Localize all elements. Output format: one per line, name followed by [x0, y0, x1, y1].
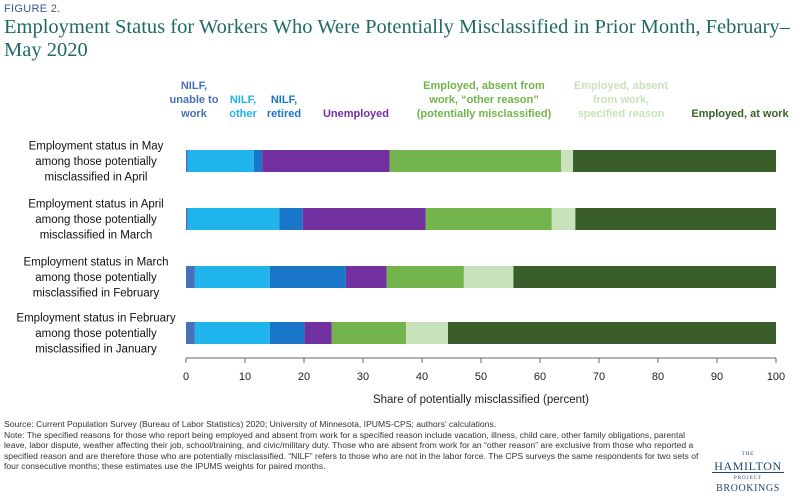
legend-entry-line: work, “other reason” — [428, 94, 538, 106]
logo-the: THE — [741, 452, 755, 457]
legend-entry-5: Employed, absent from work, “other reason… — [417, 80, 552, 120]
bar-segment-row4-series7 — [447, 322, 776, 344]
bar-segment-row3-series6 — [463, 266, 514, 288]
legend-entry-line: Unemployed — [323, 108, 389, 120]
legend-entry-line: specified reason — [578, 108, 665, 120]
bar-segment-row2-series3 — [279, 208, 303, 230]
bar-segment-row3-series1 — [186, 266, 195, 288]
source-note: Source: Current Population Survey (Burea… — [4, 419, 497, 429]
legend-entry-6: Employed, absent from work, specified reas… — [574, 80, 668, 120]
bar-segment-row2-series7 — [575, 208, 776, 230]
category-label-line: Employment status in February — [16, 313, 175, 325]
legend-entry-line: from work, — [593, 94, 649, 106]
x-tick-label-10: 10 — [239, 371, 251, 383]
x-tick-label-0: 0 — [183, 371, 189, 383]
bar-segment-row2-series2 — [187, 208, 280, 230]
category-label-line: misclassified in March — [40, 230, 152, 242]
category-label-3: Employment status in March among those po… — [23, 257, 168, 300]
legend-entry-line: other — [229, 108, 257, 120]
bar-segment-row4-series5 — [331, 322, 407, 344]
x-tick-label-80: 80 — [652, 371, 664, 383]
legend: NILF, unable to work NILF, other NILF, retired… — [170, 80, 790, 120]
legend-entry-3: NILF, retired — [267, 94, 301, 120]
hamilton-brookings-logo: THE HAMILTON PROJECT BROOKINGS — [706, 452, 790, 494]
bar-segment-row1-series5 — [389, 150, 562, 172]
category-labels: Employment status in May among those pote… — [16, 141, 175, 356]
legend-entry-line: Employed, absent — [574, 80, 668, 92]
category-label-line: misclassified in April — [45, 172, 148, 184]
category-label-1: Employment status in May among those pote… — [29, 141, 164, 184]
bar-segment-row1-series1 — [186, 150, 188, 172]
x-tick-label-60: 60 — [534, 371, 546, 383]
category-label-line: misclassified in February — [33, 288, 160, 300]
bar-segment-row2-series6 — [551, 208, 576, 230]
logo-project: PROJECT — [733, 476, 763, 481]
logo-brookings: BROOKINGS — [716, 483, 780, 494]
category-label-line: Employment status in March — [23, 257, 168, 269]
bar-segment-row4-series6 — [406, 322, 448, 344]
stacked-bar-chart: NILF, unable to work NILF, other NILF, retired… — [16, 80, 790, 406]
bar-segment-row2-series4 — [302, 208, 426, 230]
category-label-line: among those potentially — [35, 272, 157, 284]
legend-entry-line: unable to — [170, 94, 219, 106]
figure-label: FIGURE 2. — [4, 3, 61, 15]
bars — [186, 150, 776, 344]
methodology-note: Note: The specified reasons for those wh… — [4, 429, 699, 472]
bar-segment-row2-series1 — [186, 208, 188, 230]
x-axis-title: Share of potentially misclassified (perc… — [373, 394, 589, 406]
bar-segment-row1-series2 — [187, 150, 254, 172]
x-tick-label-90: 90 — [711, 371, 723, 383]
legend-entry-2: NILF, other — [229, 94, 257, 120]
bar-segment-row1-series3 — [253, 150, 263, 172]
x-tick-label-40: 40 — [416, 371, 428, 383]
bar-segment-row3-series5 — [386, 266, 464, 288]
category-label-line: Employment status in April — [28, 199, 164, 211]
bar-segment-row4-series1 — [186, 322, 195, 344]
category-label-4: Employment status in February among those… — [16, 313, 175, 356]
legend-entry-line: NILF, — [181, 80, 207, 92]
x-tick-label-100: 100 — [767, 371, 785, 383]
legend-entry-line: NILF, — [230, 94, 256, 106]
x-tick-label-50: 50 — [475, 371, 487, 383]
legend-entry-line: NILF, — [271, 94, 297, 106]
x-tick-label-70: 70 — [593, 371, 605, 383]
legend-entry-line: Employed, at work — [691, 108, 789, 120]
x-tick-label-20: 20 — [298, 371, 310, 383]
legend-entry-line: Employed, absent from — [423, 80, 545, 92]
x-tick-label-30: 30 — [357, 371, 369, 383]
legend-entry-7: Employed, at work — [691, 108, 789, 120]
bar-segment-row4-series3 — [269, 322, 305, 344]
legend-entry-line: retired — [267, 108, 301, 120]
chart-title: Employment Status for Workers Who Were P… — [4, 16, 790, 61]
x-axis: 0 10 20 30 40 50 60 70 80 90 100 — [183, 357, 785, 383]
category-label-line: Employment status in May — [29, 141, 164, 153]
legend-entry-line: (potentially misclassified) — [417, 108, 552, 120]
legend-entry-1: NILF, unable to work — [170, 80, 219, 120]
bar-segment-row4-series2 — [194, 322, 270, 344]
category-label-line: among those potentially — [35, 328, 157, 340]
category-label-2: Employment status in April among those po… — [28, 199, 164, 242]
logo-hamilton: HAMILTON — [712, 459, 784, 473]
category-label-line: among those potentially — [35, 156, 157, 168]
bar-segment-row3-series4 — [345, 266, 387, 288]
category-label-line: among those potentially — [35, 214, 157, 226]
bar-segment-row3-series2 — [194, 266, 270, 288]
legend-entry-line: work — [180, 108, 208, 120]
bar-segment-row4-series4 — [304, 322, 332, 344]
bar-segment-row2-series5 — [425, 208, 552, 230]
bar-segment-row1-series4 — [262, 150, 390, 172]
bar-segment-row1-series6 — [561, 150, 574, 172]
category-label-line: misclassified in January — [35, 344, 157, 356]
bar-segment-row3-series7 — [513, 266, 776, 288]
notes: Source: Current Population Survey (Burea… — [4, 419, 704, 472]
bar-segment-row3-series3 — [269, 266, 346, 288]
legend-entry-4: Unemployed — [323, 108, 389, 120]
bar-segment-row1-series7 — [573, 150, 776, 172]
